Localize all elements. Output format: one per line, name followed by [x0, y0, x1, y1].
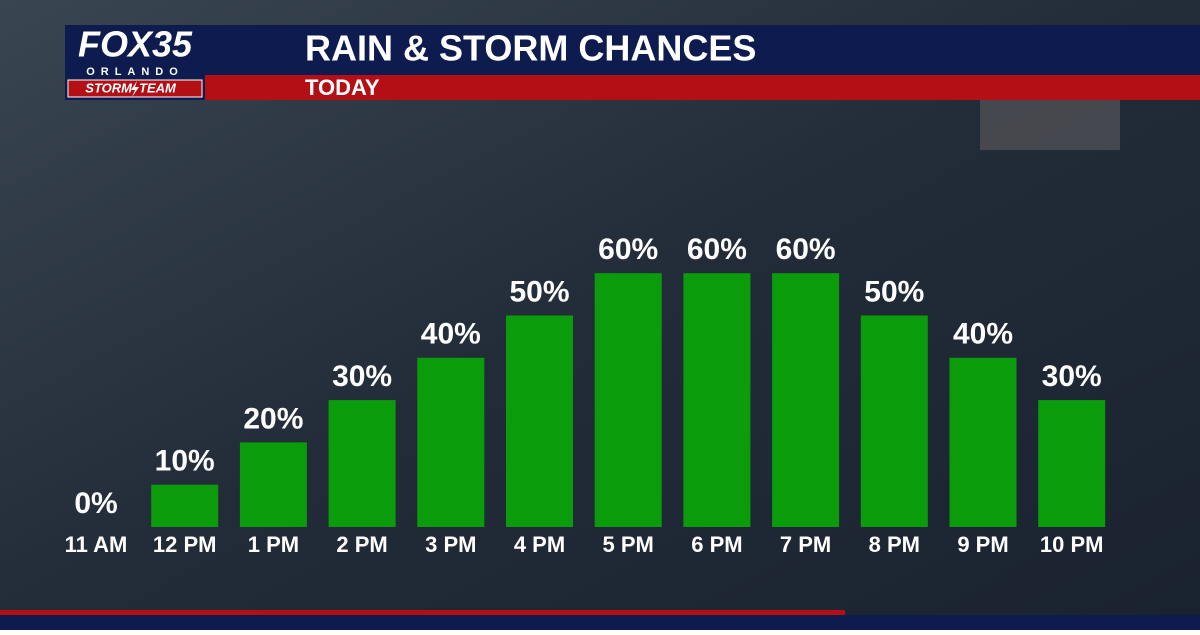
logo-name: FOX35	[78, 24, 193, 65]
chart-subtitle: TODAY	[305, 75, 380, 100]
value-label: 60%	[687, 233, 747, 266]
x-tick-label: 8 PM	[869, 532, 920, 557]
bar	[594, 273, 662, 527]
value-label: 60%	[776, 233, 836, 266]
footer-band	[0, 615, 1200, 630]
x-tick-label: 12 PM	[153, 532, 217, 557]
x-tick-label: 3 PM	[425, 532, 476, 557]
value-label: 60%	[598, 233, 658, 266]
value-label: 40%	[953, 318, 1013, 351]
value-label: 40%	[421, 318, 481, 351]
bar	[1038, 400, 1106, 527]
bar	[949, 357, 1017, 527]
x-tick-label: 1 PM	[248, 532, 299, 557]
x-tick-label: 5 PM	[603, 532, 654, 557]
value-label: 30%	[1042, 360, 1102, 393]
subtitle-band	[205, 75, 1200, 100]
value-label: 0%	[74, 487, 117, 520]
bar	[417, 357, 485, 527]
footer-line	[0, 610, 845, 615]
x-tick-label: 10 PM	[1040, 532, 1104, 557]
x-tick-label: 2 PM	[336, 532, 387, 557]
bar	[860, 315, 928, 527]
x-tick-label: 9 PM	[957, 532, 1008, 557]
logo-bolt	[131, 81, 139, 97]
x-tick-label: 4 PM	[514, 532, 565, 557]
logo-city: ORLANDO	[86, 66, 184, 78]
value-label: 20%	[243, 402, 303, 435]
logo-team: TEAM	[139, 80, 177, 95]
x-tick-label: 11 AM	[65, 532, 128, 557]
value-label: 10%	[155, 445, 215, 478]
value-label: 50%	[509, 275, 569, 308]
bar	[328, 400, 396, 527]
title-band	[205, 25, 1200, 75]
x-tick-label: 6 PM	[691, 532, 742, 557]
bar	[772, 273, 840, 527]
value-label: 50%	[864, 275, 924, 308]
value-label: 30%	[332, 360, 392, 393]
x-tick-label: 7 PM	[780, 532, 831, 557]
bar	[151, 484, 219, 527]
logo-team: STORM	[85, 80, 133, 95]
bar	[683, 273, 751, 527]
chart-title: RAIN & STORM CHANCES	[305, 28, 756, 69]
bar	[239, 442, 307, 527]
bar	[506, 315, 573, 527]
